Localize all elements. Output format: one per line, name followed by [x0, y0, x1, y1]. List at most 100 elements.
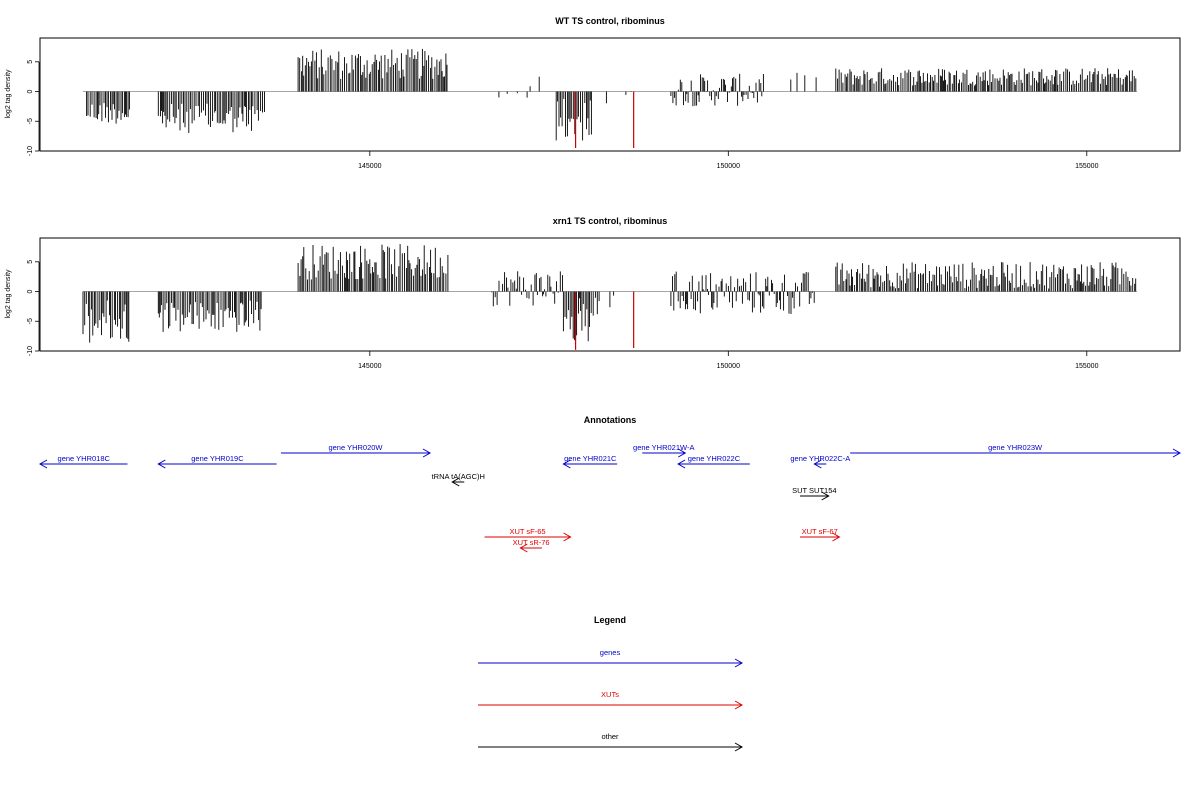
- feature-arrow-head: [451, 477, 460, 487]
- feature-arrow-head: [813, 459, 822, 469]
- feature-arrow-head: [1172, 448, 1182, 458]
- signal-segment: [555, 91, 592, 141]
- feature-annotation: SUT SUT154: [792, 486, 837, 501]
- signal-segment: [835, 262, 1137, 292]
- legend-label: XUTs: [601, 690, 619, 699]
- annotations-title: Annotations: [584, 415, 637, 425]
- signal-segment: [297, 48, 448, 92]
- feature-arrow-head: [38, 459, 48, 469]
- panel-title: xrn1 TS control, ribominus: [553, 216, 668, 226]
- feature-annotation: gene YHR022C-A: [790, 454, 850, 469]
- x-tick-label: 150000: [717, 363, 740, 370]
- legend-items: genes XUTs other: [478, 648, 744, 752]
- data-bars: [82, 244, 1137, 350]
- x-axis: 145000 150000 155000: [358, 151, 1099, 170]
- signal-segment: [86, 91, 130, 124]
- legend-item: genes: [478, 648, 744, 668]
- feature-annotation: gene YHR021W-A: [633, 443, 694, 458]
- feature-annotation: XUT sF-65: [484, 527, 572, 542]
- feature-label: SUT SUT154: [792, 486, 836, 495]
- annotations-panel: Annotations gene YHR018C gene YHR019Cgene…: [38, 415, 1182, 553]
- feature-arrow-head: [678, 448, 687, 458]
- plot-frame: [39, 237, 1181, 352]
- y-tick-label: -5: [27, 318, 34, 324]
- x-tick-label: 155000: [1075, 363, 1098, 370]
- feature-label: XUT sF-67: [802, 527, 838, 536]
- legend-label: other: [601, 732, 619, 741]
- y-tick-label: 0: [27, 289, 34, 293]
- y-axis: -10 -5 0 5: [27, 60, 40, 156]
- y-tick-label: -10: [27, 146, 34, 156]
- plot-frame: [39, 37, 1181, 152]
- y-tick-label: 5: [27, 260, 34, 264]
- y-axis: -10 -5 0 5: [27, 260, 40, 356]
- panel-title: WT TS control, ribominus: [555, 16, 665, 26]
- feature-annotation: gene YHR020W: [280, 443, 432, 458]
- signal-segment: [670, 271, 815, 314]
- feature-label: gene YHR022C: [688, 454, 741, 463]
- legend-item: other: [478, 732, 744, 752]
- feature-annotation: gene YHR022C: [677, 454, 750, 469]
- signal-segment: [790, 72, 817, 92]
- signal-segment: [605, 91, 632, 104]
- legend-item: XUTs: [478, 690, 744, 710]
- track-panel-wt: WT TS control, ribominus log2 tag densit…: [5, 16, 1181, 170]
- y-axis-label: log2 tag density: [5, 69, 12, 119]
- signal-segment: [157, 291, 262, 332]
- x-tick-label: 150000: [717, 163, 740, 170]
- feature-arrow-head: [562, 459, 571, 469]
- feature-annotation: tRNA tA(AGC)H: [432, 472, 485, 487]
- signal-segment: [297, 244, 449, 292]
- track-panel-xrn1: xrn1 TS control, ribominus log2 tag dens…: [5, 216, 1181, 370]
- y-axis-label: log2 tag density: [5, 269, 12, 319]
- feature-arrow-head: [519, 543, 528, 553]
- signal-segment: [609, 291, 615, 308]
- feature-label: gene YHR018C: [58, 454, 111, 463]
- feature-annotation: gene YHR018C: [38, 454, 128, 469]
- legend-arrow-head: [734, 742, 744, 752]
- data-bars: [83, 48, 1137, 149]
- feature-arrow-head: [563, 532, 572, 542]
- feature-annotation: XUT sR-76: [513, 538, 550, 553]
- feature-arrow-head: [677, 459, 686, 469]
- feature-arrow-head: [821, 491, 830, 501]
- feature-label: gene YHR021W-A: [633, 443, 694, 452]
- feature-arrow-head: [422, 448, 432, 458]
- x-tick-label: 145000: [358, 163, 381, 170]
- feature-label: gene YHR022C-A: [790, 454, 850, 463]
- feature-annotation: gene YHR023W: [850, 443, 1182, 458]
- feature-label: gene YHR019C: [191, 454, 244, 463]
- signal-segment: [157, 91, 265, 133]
- y-tick-label: 0: [27, 89, 34, 93]
- signal-segment: [82, 291, 130, 343]
- x-tick-label: 145000: [358, 363, 381, 370]
- y-tick-label: -10: [27, 346, 34, 356]
- y-tick-label: 5: [27, 60, 34, 64]
- feature-annotation: gene YHR021C: [562, 454, 618, 469]
- legend-arrow-head: [734, 658, 744, 668]
- feature-arrow-head: [832, 532, 841, 542]
- y-tick-label: -5: [27, 118, 34, 124]
- feature-label: tRNA tA(AGC)H: [432, 472, 485, 481]
- feature-label: gene YHR021C: [564, 454, 617, 463]
- signal-segment: [562, 291, 600, 342]
- legend-panel: Legend genes XUTs other: [478, 615, 744, 752]
- signal-segment: [491, 271, 563, 307]
- legend-arrow-head: [734, 700, 744, 710]
- signal-segment: [670, 73, 764, 107]
- feature-label: gene YHR020W: [328, 443, 383, 452]
- feature-label: XUT sR-76: [513, 538, 550, 547]
- feature-annotation: gene YHR019C: [157, 454, 277, 469]
- feature-annotation: XUT sF-67: [800, 527, 841, 542]
- feature-label: XUT sF-65: [509, 527, 545, 536]
- signal-segment: [498, 76, 540, 98]
- feature-label: gene YHR023W: [988, 443, 1043, 452]
- feature-list: gene YHR018C gene YHR019C gene YHR020W gene…: [38, 443, 1182, 553]
- x-tick-label: 155000: [1075, 163, 1098, 170]
- legend-title: Legend: [594, 615, 626, 625]
- legend-label: genes: [600, 648, 621, 657]
- signal-segment: [835, 68, 1137, 92]
- x-axis: 145000 150000 155000: [358, 351, 1099, 370]
